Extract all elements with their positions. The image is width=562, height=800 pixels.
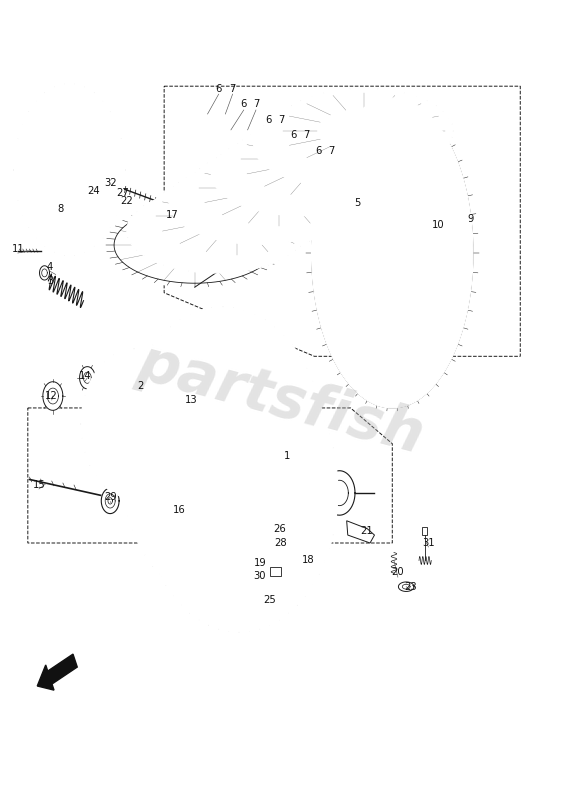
Polygon shape bbox=[274, 580, 283, 588]
Polygon shape bbox=[101, 488, 119, 514]
Text: 28: 28 bbox=[275, 538, 287, 548]
Polygon shape bbox=[182, 521, 198, 543]
Polygon shape bbox=[74, 193, 89, 214]
Text: 20: 20 bbox=[392, 567, 404, 578]
Text: 7: 7 bbox=[229, 83, 236, 94]
Text: 8: 8 bbox=[57, 204, 63, 214]
Polygon shape bbox=[140, 350, 338, 632]
Polygon shape bbox=[74, 125, 89, 146]
Text: 6: 6 bbox=[291, 130, 297, 141]
Polygon shape bbox=[149, 416, 160, 432]
Polygon shape bbox=[269, 528, 282, 539]
Polygon shape bbox=[274, 443, 292, 468]
Polygon shape bbox=[232, 562, 247, 584]
Polygon shape bbox=[253, 439, 262, 453]
Polygon shape bbox=[281, 521, 296, 543]
Bar bbox=[270, 567, 281, 576]
Text: 9: 9 bbox=[467, 214, 473, 224]
Text: 30: 30 bbox=[253, 571, 266, 582]
Text: 29: 29 bbox=[104, 492, 116, 502]
Text: 7: 7 bbox=[278, 115, 284, 126]
Polygon shape bbox=[281, 440, 296, 462]
Polygon shape bbox=[253, 103, 432, 187]
Polygon shape bbox=[211, 131, 389, 216]
Polygon shape bbox=[80, 366, 95, 389]
Text: 21: 21 bbox=[360, 526, 373, 536]
Polygon shape bbox=[275, 89, 453, 173]
Polygon shape bbox=[183, 518, 201, 543]
Polygon shape bbox=[219, 462, 260, 520]
Text: 27: 27 bbox=[116, 189, 129, 198]
Polygon shape bbox=[253, 530, 262, 544]
Polygon shape bbox=[169, 160, 347, 244]
Text: 7: 7 bbox=[253, 99, 259, 110]
Polygon shape bbox=[85, 158, 101, 181]
Text: 1: 1 bbox=[283, 450, 290, 461]
Bar bbox=[422, 527, 427, 535]
Polygon shape bbox=[347, 521, 374, 543]
Text: 14: 14 bbox=[79, 371, 92, 381]
Text: 24: 24 bbox=[87, 186, 100, 196]
Polygon shape bbox=[153, 443, 171, 468]
Polygon shape bbox=[43, 382, 63, 410]
Polygon shape bbox=[244, 368, 262, 394]
Polygon shape bbox=[38, 158, 54, 181]
Text: 7: 7 bbox=[328, 146, 334, 156]
Polygon shape bbox=[106, 203, 284, 287]
Text: 3: 3 bbox=[47, 276, 53, 286]
Polygon shape bbox=[324, 470, 355, 515]
Polygon shape bbox=[270, 591, 280, 602]
Polygon shape bbox=[50, 193, 66, 214]
Polygon shape bbox=[182, 440, 198, 462]
Polygon shape bbox=[191, 146, 368, 230]
Text: 10: 10 bbox=[432, 220, 444, 230]
Text: 17: 17 bbox=[166, 210, 179, 220]
Polygon shape bbox=[39, 266, 49, 280]
Text: 16: 16 bbox=[173, 505, 186, 514]
Text: 32: 32 bbox=[104, 178, 116, 188]
Polygon shape bbox=[232, 399, 247, 422]
Polygon shape bbox=[175, 382, 206, 426]
Text: 13: 13 bbox=[184, 395, 197, 405]
Text: 6: 6 bbox=[316, 146, 322, 156]
Text: 11: 11 bbox=[11, 244, 24, 254]
FancyArrow shape bbox=[37, 654, 77, 690]
Text: 12: 12 bbox=[46, 391, 58, 401]
Polygon shape bbox=[81, 349, 186, 498]
Polygon shape bbox=[50, 125, 66, 146]
Polygon shape bbox=[398, 582, 414, 591]
Polygon shape bbox=[119, 307, 327, 604]
Polygon shape bbox=[271, 484, 281, 498]
Text: 18: 18 bbox=[301, 555, 314, 566]
Polygon shape bbox=[216, 439, 226, 453]
Polygon shape bbox=[128, 446, 139, 462]
Text: 6: 6 bbox=[215, 83, 222, 94]
Polygon shape bbox=[15, 84, 125, 255]
Polygon shape bbox=[216, 530, 226, 544]
Polygon shape bbox=[233, 117, 411, 202]
Text: 4: 4 bbox=[47, 262, 53, 271]
Text: 23: 23 bbox=[404, 582, 417, 592]
Polygon shape bbox=[183, 368, 201, 394]
Text: 26: 26 bbox=[274, 525, 286, 534]
Polygon shape bbox=[107, 416, 118, 432]
Polygon shape bbox=[311, 98, 473, 408]
Polygon shape bbox=[269, 538, 282, 549]
Text: partsfish: partsfish bbox=[132, 334, 430, 466]
Text: 2: 2 bbox=[138, 382, 144, 391]
Polygon shape bbox=[244, 518, 262, 543]
Text: 15: 15 bbox=[33, 480, 46, 490]
Text: 31: 31 bbox=[422, 538, 435, 548]
Polygon shape bbox=[127, 189, 305, 273]
Text: 7: 7 bbox=[303, 130, 309, 141]
Text: 6: 6 bbox=[241, 99, 247, 110]
Polygon shape bbox=[128, 386, 139, 402]
Polygon shape bbox=[148, 174, 326, 258]
Text: 6: 6 bbox=[266, 115, 272, 126]
Text: 19: 19 bbox=[253, 558, 266, 568]
Text: 22: 22 bbox=[120, 196, 133, 206]
Text: 25: 25 bbox=[264, 595, 277, 605]
Text: 5: 5 bbox=[354, 198, 360, 208]
Polygon shape bbox=[197, 484, 207, 498]
